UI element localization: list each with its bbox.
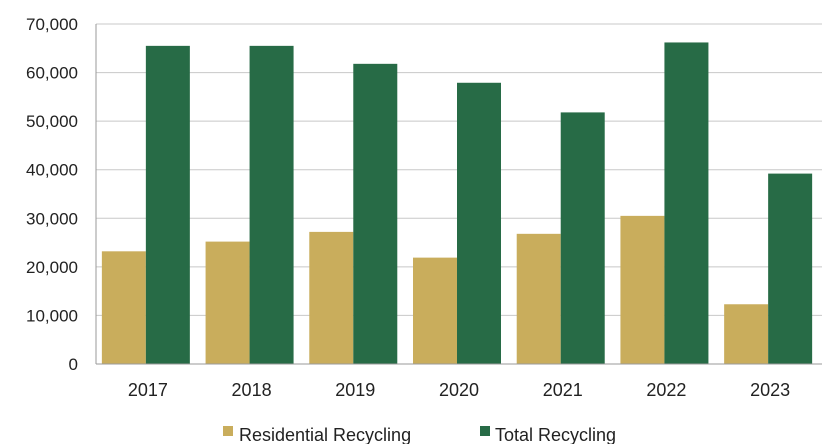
total-recycling-bar bbox=[249, 45, 294, 364]
y-tick-label: 50,000 bbox=[26, 112, 78, 131]
x-tick-label: 2018 bbox=[232, 380, 272, 400]
legend-residential-recycling-swatch bbox=[223, 426, 233, 436]
axes: 0 10,000 20,000 30,000 40,000 50,000 60,000 70,… bbox=[26, 15, 822, 400]
y-tick-label: 60,000 bbox=[26, 64, 78, 83]
residential-recycling-bar bbox=[516, 233, 561, 364]
residential-recycling-bar bbox=[205, 241, 250, 364]
residential-recycling-bar bbox=[309, 231, 354, 364]
total-recycling-bar bbox=[768, 173, 813, 364]
x-tick-label: 2022 bbox=[646, 380, 686, 400]
x-tick-label: 2017 bbox=[128, 380, 168, 400]
total-recycling-bar bbox=[560, 112, 605, 365]
legend-residential-recycling-label: Residential Recycling bbox=[239, 425, 411, 444]
residential-recycling-bar bbox=[620, 215, 665, 364]
total-recycling-bar bbox=[664, 42, 709, 364]
y-tick-label: 30,000 bbox=[26, 209, 78, 228]
legend-total-recycling-label: Total Recycling bbox=[495, 425, 616, 444]
x-tick-label: 2020 bbox=[439, 380, 479, 400]
x-tick-label: 2023 bbox=[750, 380, 790, 400]
x-tick-label: 2021 bbox=[543, 380, 583, 400]
y-tick-label: 0 bbox=[69, 355, 78, 374]
total-recycling-bar bbox=[353, 63, 398, 364]
residential-recycling-bar bbox=[724, 304, 769, 364]
y-tick-label: 40,000 bbox=[26, 161, 78, 180]
residential-recycling-bar bbox=[413, 257, 457, 364]
legend-total-recycling-swatch bbox=[480, 426, 490, 436]
legend: Residential Recycling Total Recycling bbox=[223, 425, 616, 444]
total-recycling-bar bbox=[145, 45, 190, 364]
total-recycling-bar bbox=[457, 82, 501, 365]
bars bbox=[101, 42, 813, 365]
y-tick-label: 70,000 bbox=[26, 15, 78, 34]
x-tick-label: 2019 bbox=[335, 380, 375, 400]
residential-recycling-bar bbox=[101, 251, 146, 364]
y-tick-label: 20,000 bbox=[26, 258, 78, 277]
y-tick-label: 10,000 bbox=[26, 306, 78, 325]
